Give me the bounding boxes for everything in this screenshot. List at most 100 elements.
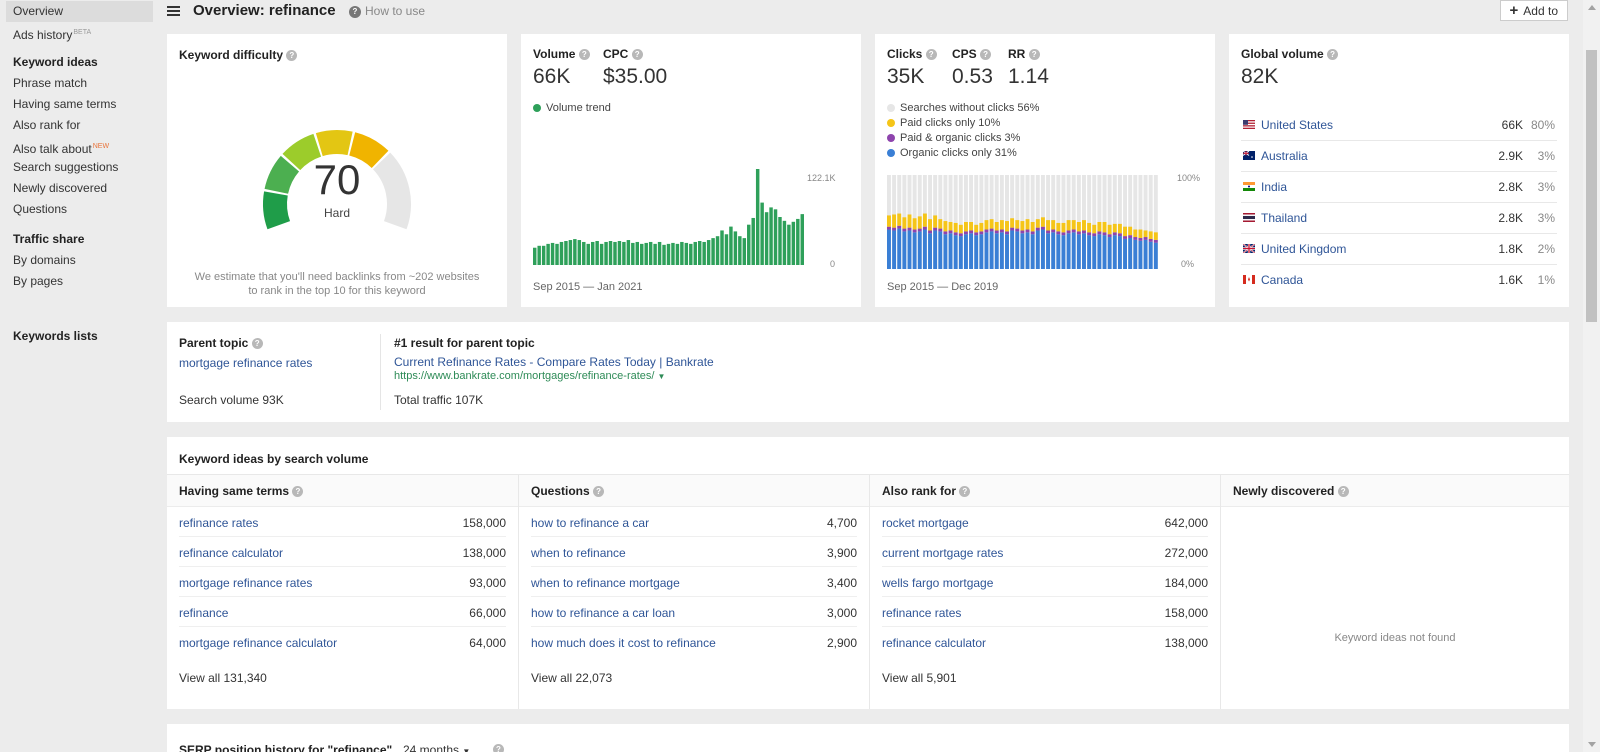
keyword-link[interactable]: rocket mortgage: [882, 516, 969, 530]
keyword-link[interactable]: refinance calculator: [882, 636, 987, 650]
organic-click-bar: [1035, 230, 1040, 269]
sidebar-item-also-rank-for[interactable]: Also rank for: [13, 118, 81, 132]
sidebar-item-having-same-terms[interactable]: Having same terms: [13, 97, 117, 111]
help-icon[interactable]: ?: [593, 486, 605, 498]
keyword-difficulty-card: Keyword difficulty ? 70 Hard We estimate…: [167, 34, 507, 307]
help-icon[interactable]: ?: [1327, 49, 1339, 61]
scroll-up-icon[interactable]: [1588, 5, 1596, 10]
paid-organic-click-bar: [1148, 238, 1153, 242]
keyword-link[interactable]: mortgage refinance rates: [179, 576, 313, 590]
sidebar-item-ads-history[interactable]: Ads historyBETA: [0, 22, 157, 43]
top-result-url-link[interactable]: https://www.bankrate.com/mortgages/refin…: [394, 370, 665, 382]
keyword-link[interactable]: refinance calculator: [179, 546, 284, 560]
empty-state-message: Keyword ideas not found: [1334, 632, 1456, 644]
no-click-bar: [1128, 175, 1133, 269]
paid-click-bar: [1117, 223, 1122, 234]
volume-trend-bar: [613, 241, 617, 265]
global-volume-title: Global volume: [1241, 47, 1324, 61]
sidebar-item-by-pages[interactable]: By pages: [13, 274, 64, 288]
paid-click-bar: [1066, 220, 1071, 231]
paid-click-bar: [938, 219, 943, 229]
paid-click-bar: [999, 220, 1004, 230]
keyword-link[interactable]: how to refinance a car loan: [531, 606, 676, 620]
sidebar-item-keywords-lists[interactable]: Keywords lists: [13, 329, 98, 343]
serp-range-dropdown[interactable]: 24 months ▼: [403, 743, 470, 752]
add-to-button[interactable]: + Add to: [1499, 0, 1568, 21]
help-icon[interactable]: ?: [251, 338, 263, 350]
country-volume: 2.8K: [1498, 211, 1523, 225]
sidebar-item-phrase-match[interactable]: Phrase match: [13, 76, 88, 90]
legend-label: Searches without clicks 56%: [900, 102, 1040, 114]
keyword-row: refinance rates 158,000: [179, 507, 506, 537]
no-click-bar: [1123, 175, 1128, 269]
keyword-row: refinance rates 158,000: [882, 597, 1208, 627]
view-all-link[interactable]: View all 5,901: [882, 671, 957, 685]
volume-trend-bar: [559, 241, 564, 265]
ideas-column-newly-discovered: Newly discovered ? Keyword ideas not fou…: [1220, 474, 1569, 709]
no-click-bar: [1117, 175, 1122, 269]
help-icon[interactable]: ?: [578, 49, 590, 61]
scrollbar[interactable]: [1583, 0, 1600, 752]
sidebar-item-by-domains[interactable]: By domains: [13, 253, 76, 267]
menu-icon[interactable]: [167, 6, 180, 16]
scroll-down-icon[interactable]: [1588, 742, 1596, 747]
keyword-link[interactable]: when to refinance mortgage: [531, 576, 680, 590]
volume-trend-bar: [648, 241, 653, 265]
help-icon[interactable]: ?: [631, 49, 643, 61]
country-link[interactable]: Thailand: [1261, 211, 1308, 225]
keyword-link[interactable]: mortgage refinance calculator: [179, 636, 338, 650]
help-icon[interactable]: ?: [493, 744, 504, 752]
help-icon[interactable]: ?: [1337, 486, 1349, 498]
column-header: Questions ?: [519, 475, 869, 507]
keyword-link[interactable]: how much does it cost to refinance: [531, 636, 716, 650]
paid-organic-click-bar: [1143, 237, 1148, 240]
keyword-volume: 2,900: [826, 636, 857, 650]
column-header: Having same terms ?: [167, 475, 518, 507]
country-link[interactable]: India: [1261, 180, 1288, 194]
country-link[interactable]: United States: [1261, 118, 1334, 132]
sidebar-item-also-talk-about[interactable]: Also talk aboutNEW: [0, 136, 157, 157]
organic-click-bar: [1148, 241, 1153, 269]
caret-down-icon[interactable]: ▼: [657, 372, 666, 381]
view-all-link[interactable]: View all 22,073: [531, 671, 613, 685]
scrollbar-thumb[interactable]: [1586, 50, 1597, 322]
ideas-column-same-terms: Having same terms ? refinance rates 158,0…: [167, 474, 518, 709]
clicks-legend-item: Organic clicks only 31%: [887, 147, 1017, 159]
help-icon[interactable]: ?: [959, 486, 971, 498]
volume-trend-bar: [706, 240, 711, 265]
help-icon[interactable]: ?: [286, 50, 298, 62]
sidebar-item-search-suggestions[interactable]: Search suggestions: [13, 160, 119, 174]
no-click-bar: [1056, 175, 1061, 269]
sidebar-item-newly-discovered[interactable]: Newly discovered: [13, 181, 108, 195]
no-click-bar: [1148, 175, 1153, 269]
keyword-link[interactable]: refinance rates: [179, 516, 259, 530]
keyword-link[interactable]: when to refinance: [531, 546, 626, 560]
country-link[interactable]: Canada: [1261, 273, 1304, 287]
sidebar-item-overview[interactable]: Overview: [6, 1, 153, 22]
keyword-link[interactable]: wells fargo mortgage: [882, 576, 994, 590]
help-icon[interactable]: ?: [292, 486, 304, 498]
keyword-link[interactable]: refinance rates: [882, 606, 962, 620]
help-icon[interactable]: ?: [1028, 49, 1040, 61]
keyword-row: how to refinance a car loan 3,000: [531, 597, 857, 627]
help-icon[interactable]: ?: [925, 49, 937, 61]
sidebar-item-questions[interactable]: Questions: [13, 202, 68, 216]
axis-min-label: 0%: [1181, 259, 1195, 269]
paid-click-bar: [1123, 226, 1128, 237]
view-all-link[interactable]: View all 131,340: [179, 671, 267, 685]
how-to-use-link[interactable]: ? How to use: [349, 4, 425, 18]
volume-trend-bar: [760, 202, 764, 265]
country-volume: 1.8K: [1498, 242, 1523, 256]
legend-dot-icon: [887, 149, 895, 157]
column-header: Also rank for ?: [870, 475, 1220, 507]
help-icon[interactable]: ?: [980, 49, 992, 61]
keyword-link[interactable]: how to refinance a car: [531, 516, 650, 530]
volume-trend-bar: [546, 243, 550, 265]
country-link[interactable]: Australia: [1261, 149, 1308, 163]
keyword-link[interactable]: current mortgage rates: [882, 546, 1004, 560]
top-result-title-link[interactable]: Current Refinance Rates - Compare Rates …: [394, 355, 714, 369]
parent-topic-link[interactable]: mortgage refinance rates: [179, 356, 313, 370]
keyword-link[interactable]: refinance: [179, 606, 229, 620]
column-title: Also rank for: [882, 484, 957, 498]
country-link[interactable]: United Kingdom: [1261, 242, 1347, 256]
